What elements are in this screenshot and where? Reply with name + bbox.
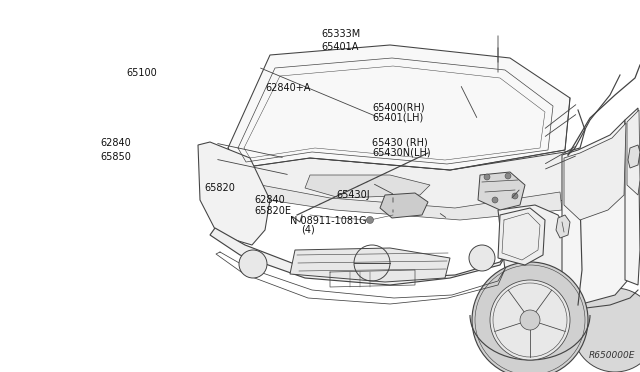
Circle shape xyxy=(512,193,518,199)
Circle shape xyxy=(472,262,588,372)
Polygon shape xyxy=(556,215,570,238)
Circle shape xyxy=(573,288,640,372)
Polygon shape xyxy=(228,45,570,170)
Circle shape xyxy=(492,197,498,203)
Polygon shape xyxy=(478,172,525,210)
Text: 62840+A: 62840+A xyxy=(265,83,310,93)
Circle shape xyxy=(520,310,540,330)
Text: 65401A: 65401A xyxy=(321,42,358,52)
Polygon shape xyxy=(498,208,545,265)
Circle shape xyxy=(239,250,267,278)
Circle shape xyxy=(484,174,490,180)
Polygon shape xyxy=(380,193,428,218)
Polygon shape xyxy=(627,110,640,195)
Text: 62840: 62840 xyxy=(100,138,131,148)
Text: 62840: 62840 xyxy=(254,195,285,205)
Text: 65333M: 65333M xyxy=(321,29,360,39)
Polygon shape xyxy=(305,175,430,198)
Polygon shape xyxy=(230,148,568,210)
Polygon shape xyxy=(290,248,450,282)
Text: (4): (4) xyxy=(301,225,314,235)
Text: 65400(RH): 65400(RH) xyxy=(372,102,425,112)
Text: 65820E: 65820E xyxy=(254,206,291,216)
Polygon shape xyxy=(198,142,270,245)
Polygon shape xyxy=(628,145,640,168)
Text: 65430J: 65430J xyxy=(336,190,370,199)
Text: N 08911-1081G: N 08911-1081G xyxy=(290,217,367,226)
Text: 65401(LH): 65401(LH) xyxy=(372,112,424,122)
Polygon shape xyxy=(210,228,510,285)
Text: 65430 (RH): 65430 (RH) xyxy=(372,137,428,147)
Polygon shape xyxy=(625,108,640,285)
Text: R650000E: R650000E xyxy=(589,351,635,360)
Circle shape xyxy=(490,280,570,360)
Polygon shape xyxy=(498,205,575,295)
Text: 65430N(LH): 65430N(LH) xyxy=(372,147,431,157)
Polygon shape xyxy=(250,183,562,220)
Circle shape xyxy=(469,245,495,271)
Circle shape xyxy=(367,217,374,224)
Text: 65100: 65100 xyxy=(126,68,157,77)
Polygon shape xyxy=(564,123,626,220)
Text: 65820: 65820 xyxy=(205,183,236,193)
Circle shape xyxy=(505,173,511,179)
Polygon shape xyxy=(562,120,628,305)
Text: 65850: 65850 xyxy=(100,152,131,162)
